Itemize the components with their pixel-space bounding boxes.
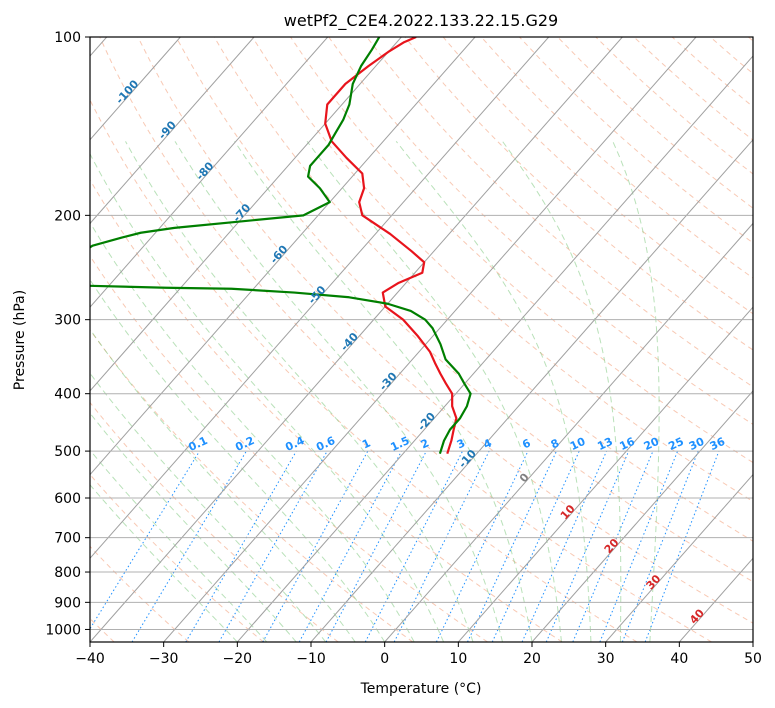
dry-adiabat [175, 37, 753, 583]
x-tick-label: −40 [75, 651, 105, 667]
dry-adiabat [90, 255, 488, 642]
x-tick-label: 40 [670, 651, 688, 667]
dry-adiabat [90, 178, 563, 642]
x-tick-label: 30 [597, 651, 615, 667]
x-axis-title: Temperature (°C) [360, 681, 482, 697]
y-tick-label: 100 [54, 30, 81, 46]
isotherm-line [236, 55, 753, 642]
mixing-ratio-label: 30 [687, 435, 707, 453]
x-tick-label: 20 [523, 651, 541, 667]
x-tick-label: −10 [296, 651, 326, 667]
y-tick-label: 300 [54, 313, 81, 329]
isotherm-line [90, 37, 181, 141]
mixing-ratio-line [491, 450, 580, 642]
dry-adiabat [404, 37, 753, 351]
mixing-ratio-line [545, 450, 630, 642]
dry-adiabat [99, 37, 712, 642]
y-axis-title: Pressure (hPa) [12, 290, 28, 390]
dry-adiabat [137, 37, 753, 624]
isotherm-line [90, 37, 476, 476]
mixing-ratio-label: 13 [595, 435, 614, 453]
mixing-ratio-label: 36 [708, 435, 728, 453]
dry-adiabat [90, 401, 339, 642]
isotherm-line [90, 37, 329, 308]
mixing-ratio-line [298, 450, 402, 642]
mixing-ratio-line [467, 450, 557, 642]
mixing-ratio-label: 25 [666, 435, 685, 453]
x-tick-label: −20 [223, 651, 253, 667]
mixing-ratio-line [435, 450, 529, 642]
x-tick-label: 50 [744, 651, 762, 667]
plot-frame [89, 36, 754, 643]
y-tick-label: 500 [54, 444, 81, 460]
isotherm-line [457, 306, 753, 642]
mixing-ratio-line [185, 450, 297, 642]
mixing-ratio-line [90, 450, 200, 630]
x-tick-label: 0 [380, 651, 389, 667]
dry-adiabat [328, 37, 753, 425]
y-tick-label: 900 [54, 595, 81, 611]
mixing-ratio-label: 16 [618, 435, 638, 453]
isotherm-line [163, 37, 697, 642]
mixing-ratio-line [521, 450, 608, 642]
mixing-ratio-line [262, 450, 369, 642]
mixing-ratio-line [572, 450, 654, 642]
dry-adiabat [90, 473, 264, 642]
y-tick-label: 1000 [45, 622, 81, 638]
isotherm-line [752, 641, 753, 642]
chart-title: wetPf2_C2E4.2022.133.22.15.G29 [284, 11, 558, 31]
y-tick-label: 600 [54, 491, 81, 507]
y-tick-label: 400 [54, 387, 81, 403]
y-tick-label: 700 [54, 531, 81, 547]
mixing-ratio-line [218, 450, 328, 642]
mixing-ratio-label: 20 [642, 435, 662, 453]
mixing-ratio-line [131, 450, 247, 642]
x-tick-label: −30 [149, 651, 179, 667]
isotherm-line [605, 473, 753, 642]
y-tick-label: 800 [54, 565, 81, 581]
mixing-ratio-label: 10 [568, 435, 588, 453]
dewpoint-profile [90, 37, 472, 454]
isotherm-line [531, 390, 753, 642]
dry-adiabat [90, 98, 638, 642]
isotherm-line [90, 37, 255, 225]
y-tick-label: 200 [54, 208, 81, 224]
isotherm-line [384, 222, 753, 642]
dry-adiabat [442, 37, 753, 315]
temperature-profile [324, 37, 458, 454]
isotherm-line [90, 37, 402, 392]
isotherm-line [90, 37, 623, 642]
isotherm-line [90, 37, 550, 560]
isotherm-line [310, 138, 753, 642]
x-tick-label: 10 [449, 651, 467, 667]
